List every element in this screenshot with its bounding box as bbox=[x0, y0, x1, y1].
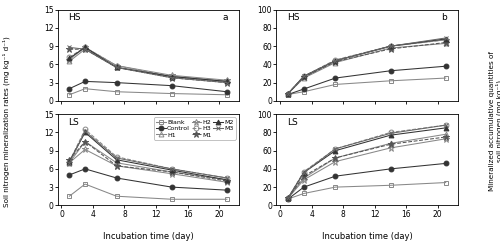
Text: Mineralized accumulative quantities of
soil nitrogen (mg kg⁻¹): Mineralized accumulative quantities of s… bbox=[488, 52, 500, 191]
Text: LS: LS bbox=[287, 118, 298, 127]
Legend: Blank, Control, H1, H2, H3, M1, M2, M3: Blank, Control, H1, H2, H3, M1, M2, M3 bbox=[154, 117, 236, 140]
Text: a: a bbox=[222, 13, 228, 22]
Text: Soil nitrogen mineralization rates (mg kg⁻¹ d⁻¹): Soil nitrogen mineralization rates (mg k… bbox=[2, 36, 10, 207]
Text: Incubation time (day): Incubation time (day) bbox=[322, 232, 412, 241]
Text: HS: HS bbox=[287, 13, 300, 22]
Text: HS: HS bbox=[68, 13, 81, 22]
Text: b: b bbox=[441, 13, 446, 22]
Text: LS: LS bbox=[68, 118, 79, 127]
Text: Incubation time (day): Incubation time (day) bbox=[103, 232, 194, 241]
